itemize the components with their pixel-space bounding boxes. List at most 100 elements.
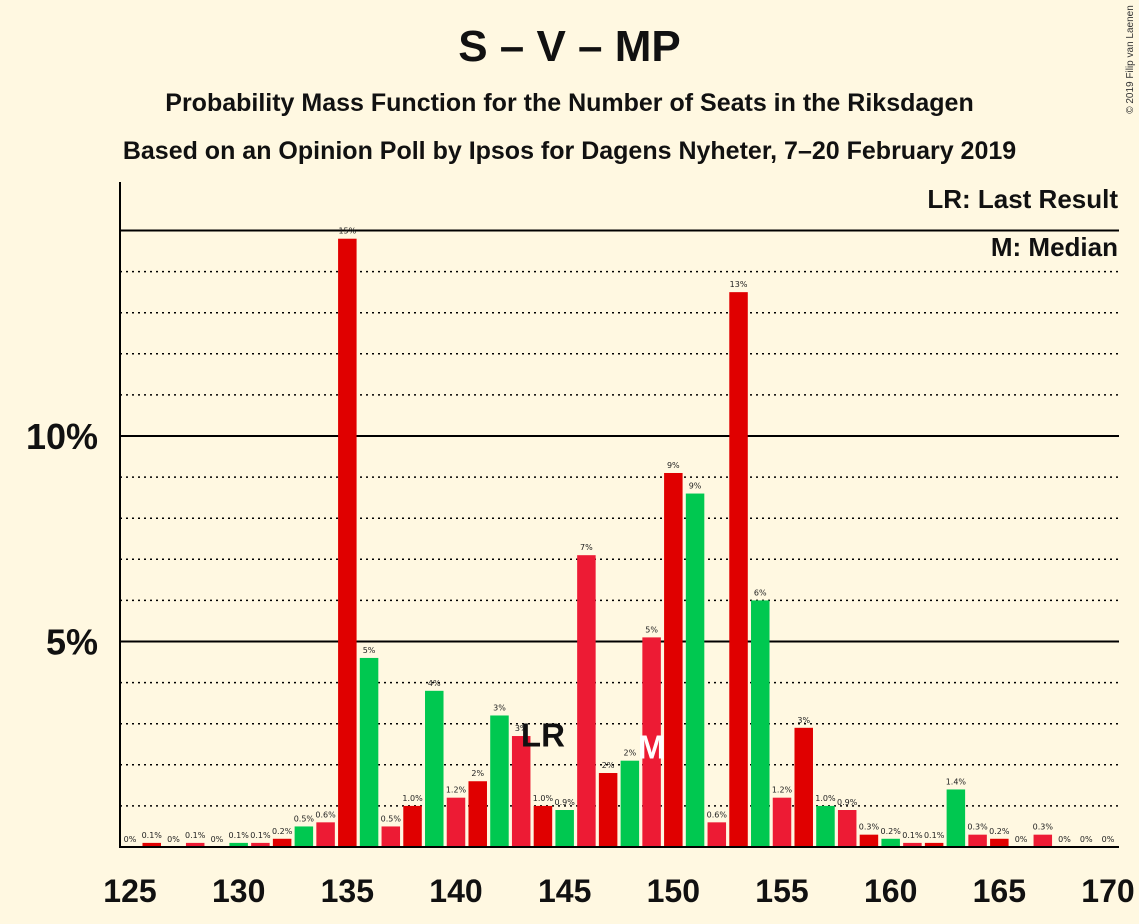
legend-last-result: LR: Last Result — [927, 184, 1118, 214]
bar-seat-167 — [1033, 834, 1053, 847]
bar-value-label: 13% — [730, 280, 748, 289]
bar-seat-159 — [859, 834, 879, 847]
bar-seat-142 — [490, 715, 509, 847]
bar-value-label: 0% — [1058, 835, 1071, 844]
bar-value-label: 0% — [167, 835, 180, 844]
bar-seat-131 — [251, 842, 270, 847]
bar-value-label: 0.1% — [185, 831, 206, 840]
chart-subtitle: Probability Mass Function for the Number… — [165, 89, 974, 117]
bar-value-label: 0.9% — [555, 798, 576, 807]
bar-value-label: 0% — [1015, 835, 1028, 844]
bar-seat-140 — [446, 797, 466, 847]
chart-title: S – V – MP — [458, 22, 681, 71]
bar-seat-157 — [816, 805, 835, 847]
x-tick-label: 130 — [212, 873, 265, 909]
bar-value-label: 0.3% — [859, 823, 880, 832]
bar-value-label: 0.1% — [902, 831, 923, 840]
bar-value-label: 1.4% — [946, 777, 967, 786]
bar-seat-152 — [707, 822, 727, 847]
x-tick-label: 170 — [1081, 873, 1134, 909]
bar-label-layer: 0% 0.1% 0% 0.1% 0% 0.1% 0.1% 0.2%0.5% 0.6%15%5%0… — [124, 227, 1115, 844]
marker-layer: LR M — [521, 716, 665, 765]
x-tick-label: 155 — [755, 873, 808, 909]
bar-seat-161 — [903, 842, 922, 847]
bar-seat-146 — [577, 555, 596, 847]
last-result-marker: LR — [521, 716, 565, 753]
bar-value-label: 0.2% — [272, 827, 293, 836]
bar-seat-160 — [881, 838, 900, 847]
bar-value-label: 0.3% — [967, 823, 988, 832]
x-tick-label: 125 — [103, 873, 156, 909]
bar-seat-137 — [381, 826, 401, 847]
bar-value-label: 0.3% — [1033, 823, 1054, 832]
bar-value-label: 0.1% — [142, 831, 163, 840]
median-marker: M — [638, 729, 666, 766]
bar-value-label: 5% — [645, 625, 658, 634]
bar-seat-135 — [338, 238, 357, 848]
bar-value-label: 9% — [689, 482, 702, 491]
bar-value-label: 0.1% — [924, 831, 945, 840]
bar-seat-128 — [185, 842, 205, 847]
chart-source-line: Based on an Opinion Poll by Ipsos for Da… — [122, 137, 1017, 165]
bar-value-label: 6% — [754, 588, 767, 597]
bar-value-label: 7% — [580, 543, 593, 552]
x-tick-label: 140 — [429, 873, 482, 909]
bar-value-label: 1.0% — [815, 794, 836, 803]
bar-value-label: 1.2% — [772, 786, 793, 795]
bar-value-label: 2% — [602, 761, 615, 770]
bar-seat-158 — [837, 810, 857, 847]
x-tick-label: 150 — [647, 873, 700, 909]
bar-seat-139 — [425, 690, 444, 847]
bar-seat-134 — [316, 822, 335, 847]
bar-seat-141 — [468, 781, 487, 847]
bar-seat-165 — [990, 838, 1009, 847]
x-tick-label: 135 — [321, 873, 374, 909]
bar-seat-138 — [403, 805, 422, 847]
bar-value-label: 4% — [428, 679, 441, 688]
bar-value-label: 3% — [515, 724, 528, 733]
bar-seat-143 — [511, 736, 531, 847]
bar-value-label: 2% — [471, 769, 484, 778]
bar-value-label: 1.2% — [446, 786, 467, 795]
bar-seat-145 — [555, 810, 574, 847]
bar-seat-163 — [946, 789, 966, 847]
bar-seat-154 — [751, 600, 770, 847]
bar-seat-132 — [272, 838, 292, 847]
grid-layer — [120, 229, 1119, 807]
y-tick-label: 10% — [26, 416, 98, 457]
bar-value-label: 3% — [493, 703, 506, 712]
bar-value-label: 0% — [124, 835, 137, 844]
bar-value-label: 0.6% — [315, 810, 336, 819]
bar-seat-156 — [794, 727, 813, 847]
bar-seat-147 — [598, 773, 618, 847]
y-tick-label: 5% — [46, 622, 98, 663]
bar-value-label: 0% — [1102, 835, 1115, 844]
bar-seat-144 — [533, 805, 553, 847]
bar-value-label: 5% — [363, 646, 376, 655]
bar-seat-155 — [772, 797, 792, 847]
bar-seat-162 — [924, 842, 944, 847]
bar-seat-133 — [294, 826, 314, 847]
bar-seat-148 — [620, 760, 640, 847]
bar-seat-136 — [359, 657, 379, 847]
bar-seat-151 — [685, 493, 705, 847]
bar-layer — [142, 238, 1053, 848]
legend-median: M: Median — [990, 232, 1118, 262]
bar-value-label: 0.1% — [250, 831, 271, 840]
bar-value-label: 0.9% — [837, 798, 858, 807]
bar-seat-164 — [968, 834, 987, 847]
bar-value-label: 0.5% — [381, 814, 402, 823]
bar-value-label: 1.0% — [402, 794, 423, 803]
x-tick-label: 165 — [973, 873, 1026, 909]
bar-value-label: 9% — [667, 461, 680, 470]
bar-value-label: 0.2% — [989, 827, 1010, 836]
bar-value-label: 1.0% — [533, 794, 554, 803]
bar-value-label: 0.1% — [229, 831, 250, 840]
bar-seat-150 — [664, 472, 683, 847]
bar-seat-149 — [642, 637, 661, 847]
bar-seat-126 — [142, 842, 161, 847]
x-tick-label: 160 — [864, 873, 917, 909]
x-tick-label: 145 — [538, 873, 591, 909]
bar-seat-130 — [229, 842, 248, 847]
